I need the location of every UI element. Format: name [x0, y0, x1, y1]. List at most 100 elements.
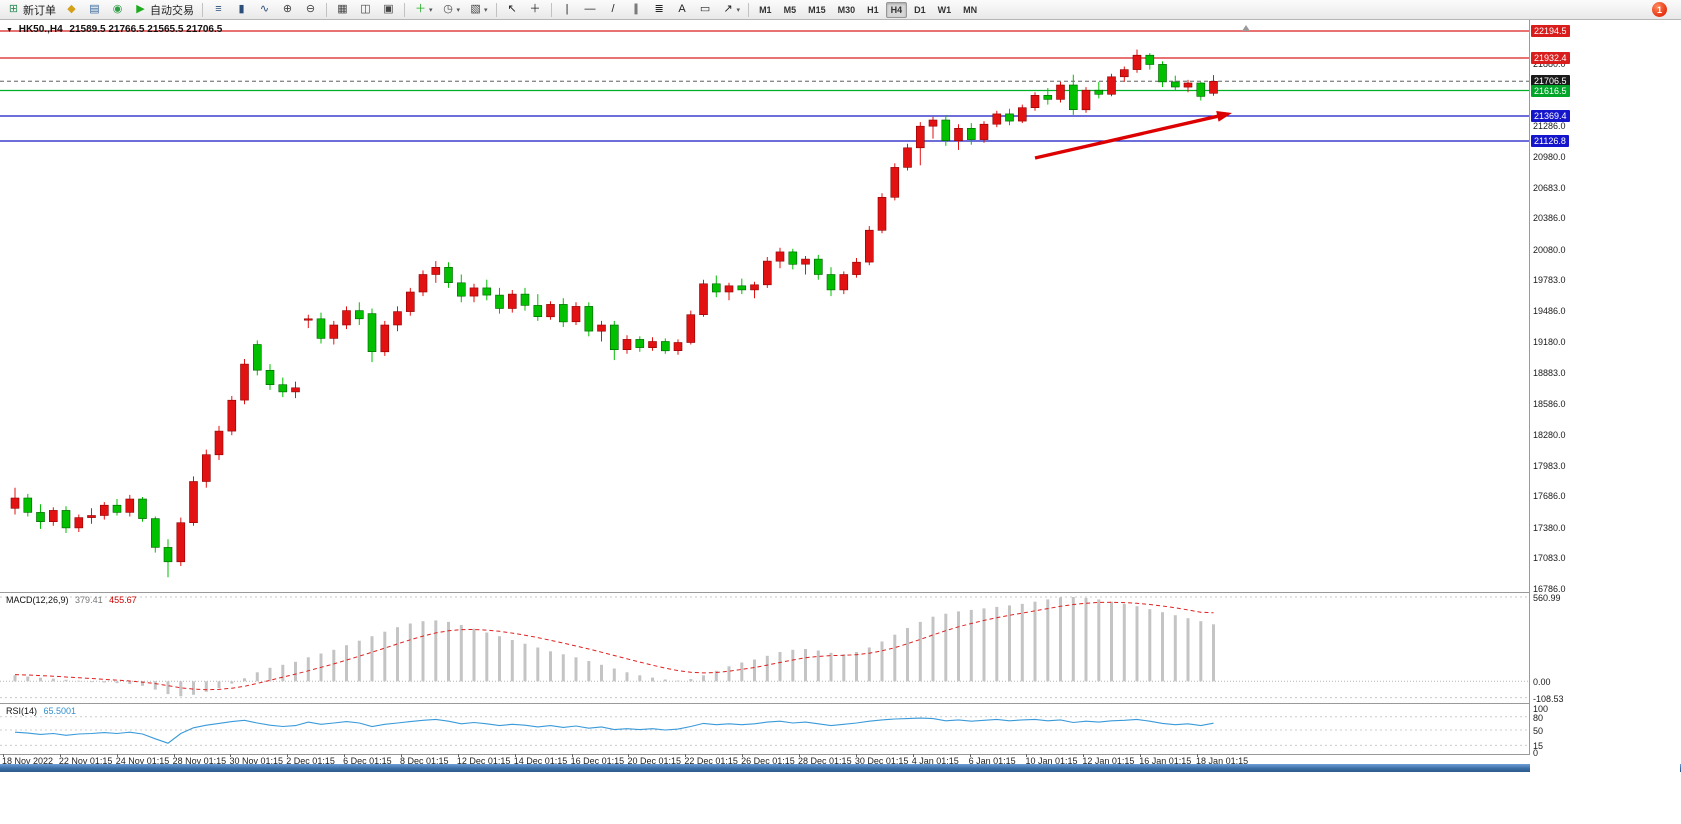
crosshair-button[interactable]: ＋: [525, 0, 546, 20]
time-axis-tick: [742, 754, 744, 757]
candles: [10, 49, 1218, 578]
macd-signal-line: [14, 601, 1214, 691]
rsi-axis-label: 100: [1533, 704, 1549, 714]
dropdown-caret-icon[interactable]: ▾: [456, 6, 461, 14]
time-axis-tick: [855, 754, 857, 757]
equidistant-channel-icon: ∥: [633, 3, 639, 15]
crosshair-icon: ＋: [529, 3, 541, 15]
price-axis-label: 21880.0: [1533, 59, 1566, 70]
new-order-button[interactable]: ⊞ 新订单: [3, 0, 59, 20]
text-label-button[interactable]: ▭: [695, 0, 716, 20]
period-button[interactable]: ◷ ▾: [438, 0, 464, 20]
market-watch-button[interactable]: ▤: [84, 0, 105, 20]
dropdown-caret-icon[interactable]: ▾: [736, 6, 741, 14]
time-axis-tick: [59, 754, 61, 757]
time-axis-label: 10 Jan 01:15: [1025, 756, 1078, 766]
bar-chart-button[interactable]: ≡: [208, 0, 229, 20]
chart-shift-marker[interactable]: [1242, 25, 1250, 31]
autotrading-button[interactable]: ▶ 自动交易: [130, 0, 197, 20]
time-axis-label: 24 Nov 01:15: [115, 756, 170, 766]
line-chart-button[interactable]: ∿: [254, 0, 275, 20]
time-axis-tick: [230, 754, 232, 757]
text-label-icon: ▭: [699, 3, 711, 15]
trend-arrow-annotation[interactable]: [1034, 111, 1232, 160]
new-order-icon: ⊞: [8, 3, 19, 15]
template-icon: ▧: [470, 3, 481, 15]
timeframe-m1[interactable]: M1: [759, 4, 772, 15]
price-badge: 21932.4: [1531, 51, 1570, 64]
rsi-line: [14, 717, 1214, 744]
price-axis-label: 20080.0: [1533, 244, 1566, 255]
cursor-button[interactable]: ↖: [502, 0, 523, 20]
timeframe-m5[interactable]: M5: [783, 4, 797, 15]
arrange-windows-icon: ◫: [360, 3, 371, 15]
macd-indicator-name: MACD(12,26,9): [6, 595, 69, 605]
panel-separator[interactable]: [0, 592, 1576, 593]
time-axis-label: 18 Jan 01:15: [1196, 756, 1249, 766]
zoom-in-button[interactable]: ⊕: [277, 0, 298, 20]
arrange-windows-button[interactable]: ◫: [355, 0, 376, 20]
dropdown-caret-icon[interactable]: ▾: [429, 6, 433, 14]
line-chart-icon: ∿: [259, 3, 270, 15]
timeframe-m15[interactable]: M15: [808, 4, 826, 15]
macd-histogram: [13, 597, 1215, 697]
price-chart[interactable]: [0, 21, 1529, 592]
time-axis[interactable]: 18 Nov 2022 22 Nov 01:15 24 Nov 01:15 28 No…: [0, 754, 1681, 767]
price-axis-label: 18586.0: [1533, 398, 1566, 409]
add-indicator-button[interactable]: ＋ ▾: [410, 0, 436, 20]
text-icon: A: [678, 3, 686, 15]
timeframe-w1[interactable]: W1: [937, 4, 952, 15]
time-axis-tick: [799, 754, 801, 757]
toolbar-separator: [326, 2, 327, 17]
price-axis[interactable]: 21880.0 21286.0 20980.0 20683.0 20386.0 20080…: [1530, 20, 1680, 824]
data-window-icon: ◉: [112, 3, 123, 15]
rsi-label: RSI(14) 65.5001: [6, 706, 76, 716]
chart-region[interactable]: ▼ HK50.,H4 21589.5 21766.5 21565.5 21706…: [0, 20, 1681, 824]
time-axis-label: 6 Dec 01:15: [343, 756, 392, 766]
rsi-axis-label: 15: [1533, 741, 1544, 752]
fibonacci-button[interactable]: ≣: [649, 0, 670, 20]
text-button[interactable]: A: [672, 0, 693, 20]
macd-axis-label: 0.00: [1533, 677, 1551, 688]
panel-separator[interactable]: [0, 703, 1576, 704]
fibonacci-icon: ≣: [654, 3, 664, 15]
timeframe-h1[interactable]: H1: [867, 4, 879, 15]
template-button[interactable]: ▧ ▾: [465, 0, 491, 20]
timeframe-m30[interactable]: M30: [837, 4, 856, 15]
arrows-button[interactable]: ↗ ▾: [718, 0, 744, 20]
time-axis-tick: [628, 754, 630, 757]
macd-panel[interactable]: [0, 593, 1529, 702]
price-badge: 22194.5: [1531, 25, 1570, 37]
candlestick-chart-button[interactable]: ▮: [231, 0, 252, 20]
chart-symbol-period: HK50.,H4: [18, 24, 63, 35]
rsi-indicator-name: RSI(14): [6, 706, 38, 716]
notification-badge[interactable]: 1: [1652, 2, 1667, 17]
price-axis-label: 19486.0: [1533, 305, 1566, 316]
collapse-triangle-icon[interactable]: ▼: [6, 27, 13, 34]
toolbar-separator: [550, 2, 552, 17]
vertical-line-button[interactable]: |: [557, 0, 578, 20]
charts-profile-button[interactable]: ◆: [61, 0, 82, 20]
time-axis-tick: [344, 754, 346, 757]
zoom-out-button[interactable]: ⊖: [300, 0, 321, 20]
time-axis-tick: [457, 754, 459, 757]
market-watch-icon: ▤: [89, 3, 100, 15]
rsi-panel[interactable]: [0, 704, 1529, 753]
time-axis-tick: [116, 754, 118, 757]
chart-ohlc: 21589.5 21766.5 21565.5 21706.5: [69, 24, 223, 35]
autotrading-label: 自动交易: [150, 4, 194, 17]
data-window-button[interactable]: ◉: [107, 0, 128, 20]
timeframe-h4[interactable]: H4: [885, 1, 908, 18]
toolbar-separator: [495, 2, 497, 17]
equidistant-channel-button[interactable]: ∥: [626, 0, 647, 20]
horizontal-line-button[interactable]: —: [580, 0, 601, 20]
dropdown-caret-icon[interactable]: ▾: [484, 6, 488, 14]
tile-windows-button[interactable]: ▦: [332, 0, 353, 20]
cascade-windows-button[interactable]: ▣: [378, 0, 399, 20]
time-axis-label: 30 Nov 01:15: [229, 756, 283, 766]
macd-axis-label: -108.53: [1533, 693, 1564, 704]
timeframe-mn[interactable]: MN: [963, 4, 978, 15]
timeframe-d1[interactable]: D1: [914, 4, 926, 15]
trendline-button[interactable]: /: [603, 0, 624, 20]
